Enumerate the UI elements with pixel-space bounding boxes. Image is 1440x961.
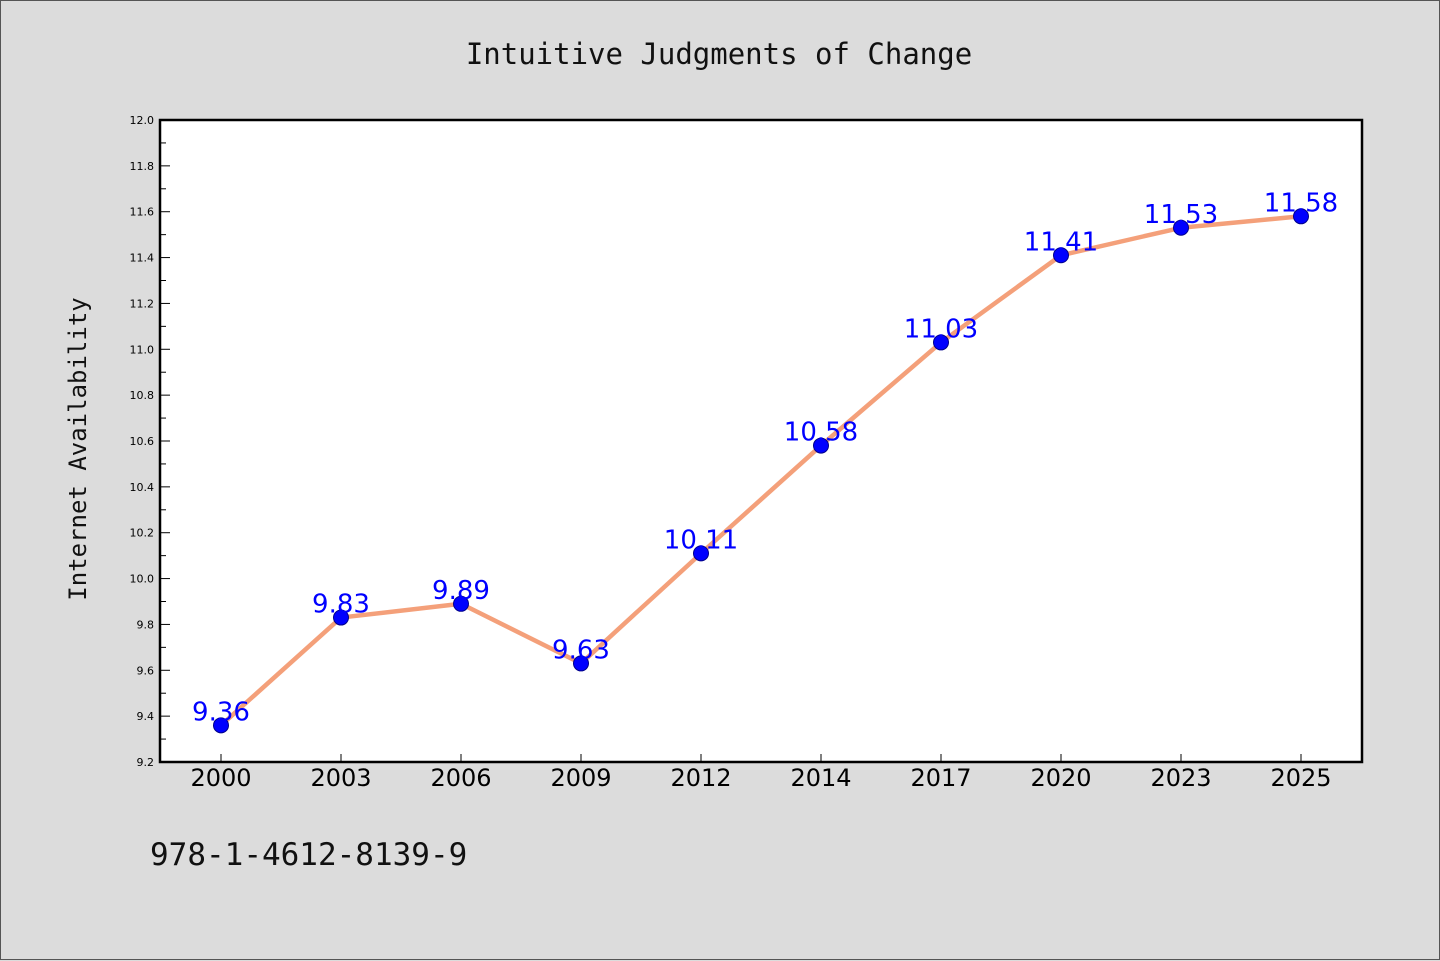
x-tick-label: 2017 [910,764,971,792]
y-tick-label: 11.2 [130,297,155,310]
x-tick-label: 2000 [190,764,251,792]
plot-border [158,118,1364,764]
data-label: 10.11 [664,525,738,555]
y-tick-label: 11.0 [130,343,155,356]
data-label: 9.63 [552,635,610,665]
data-label: 11.03 [904,314,978,344]
data-point [1293,208,1309,225]
data-label: 9.36 [192,697,250,727]
plot-area [160,120,1362,762]
data-label: 9.83 [312,590,370,620]
y-tick-label: 10.4 [130,481,155,494]
data-point [213,717,229,734]
y-axis-label: Internet Availability [64,297,92,600]
data-label: 11.41 [1024,227,1098,257]
y-tick-label: 10.6 [130,435,155,448]
data-point [333,609,349,626]
data-label: 9.89 [432,576,490,606]
data-point [1053,247,1069,264]
chart-title: Intuitive Judgments of Change [466,37,972,71]
series-line [218,214,1304,728]
y-tick-label: 12.0 [130,114,155,127]
data-point [453,595,469,612]
x-tick-label: 2012 [670,764,731,792]
x-tick-label: 2020 [1030,764,1091,792]
x-tick-label: 2023 [1150,764,1211,792]
data-label: 11.58 [1264,188,1338,218]
y-tick-label: 9.4 [137,710,155,723]
x-tick-label: 2025 [1270,764,1331,792]
data-point [813,437,829,454]
x-tick-label: 2014 [790,764,851,792]
data-label: 11.53 [1144,200,1218,230]
data-point [1173,219,1189,236]
x-axis: 2000 2003 2006 2009 2012 2014 2017 2020 2023 2025 [190,754,1332,792]
data-point [573,655,589,672]
y-tick-label: 9.2 [137,756,155,769]
x-tick-label: 2009 [550,764,611,792]
y-tick-label: 10.2 [130,527,155,540]
y-tick-label: 9.8 [137,618,155,631]
series-layer: 9.36 9.83 9.89 9.63 10.11 10.58 11.03 11.41 11.5… [192,188,1338,734]
data-label: 10.58 [784,418,858,448]
data-point [693,545,709,562]
data-point [933,334,949,351]
y-tick-label: 10.8 [130,389,155,402]
y-tick-label: 10.0 [130,573,155,586]
y-tick-label: 11.6 [130,206,155,219]
y-tick-label: 11.4 [130,252,155,265]
isbn-footer: 978-1-4612-8139-9 [150,837,467,873]
y-tick-label: 9.6 [137,664,155,677]
y-axis: 9.2 9.4 9.6 9.8 10.0 10.2 10.4 10.6 10.8 11.0 11.2… [130,114,170,769]
y-tick-label: 11.8 [130,160,155,173]
x-tick-label: 2003 [310,764,371,792]
x-tick-label: 2006 [430,764,491,792]
